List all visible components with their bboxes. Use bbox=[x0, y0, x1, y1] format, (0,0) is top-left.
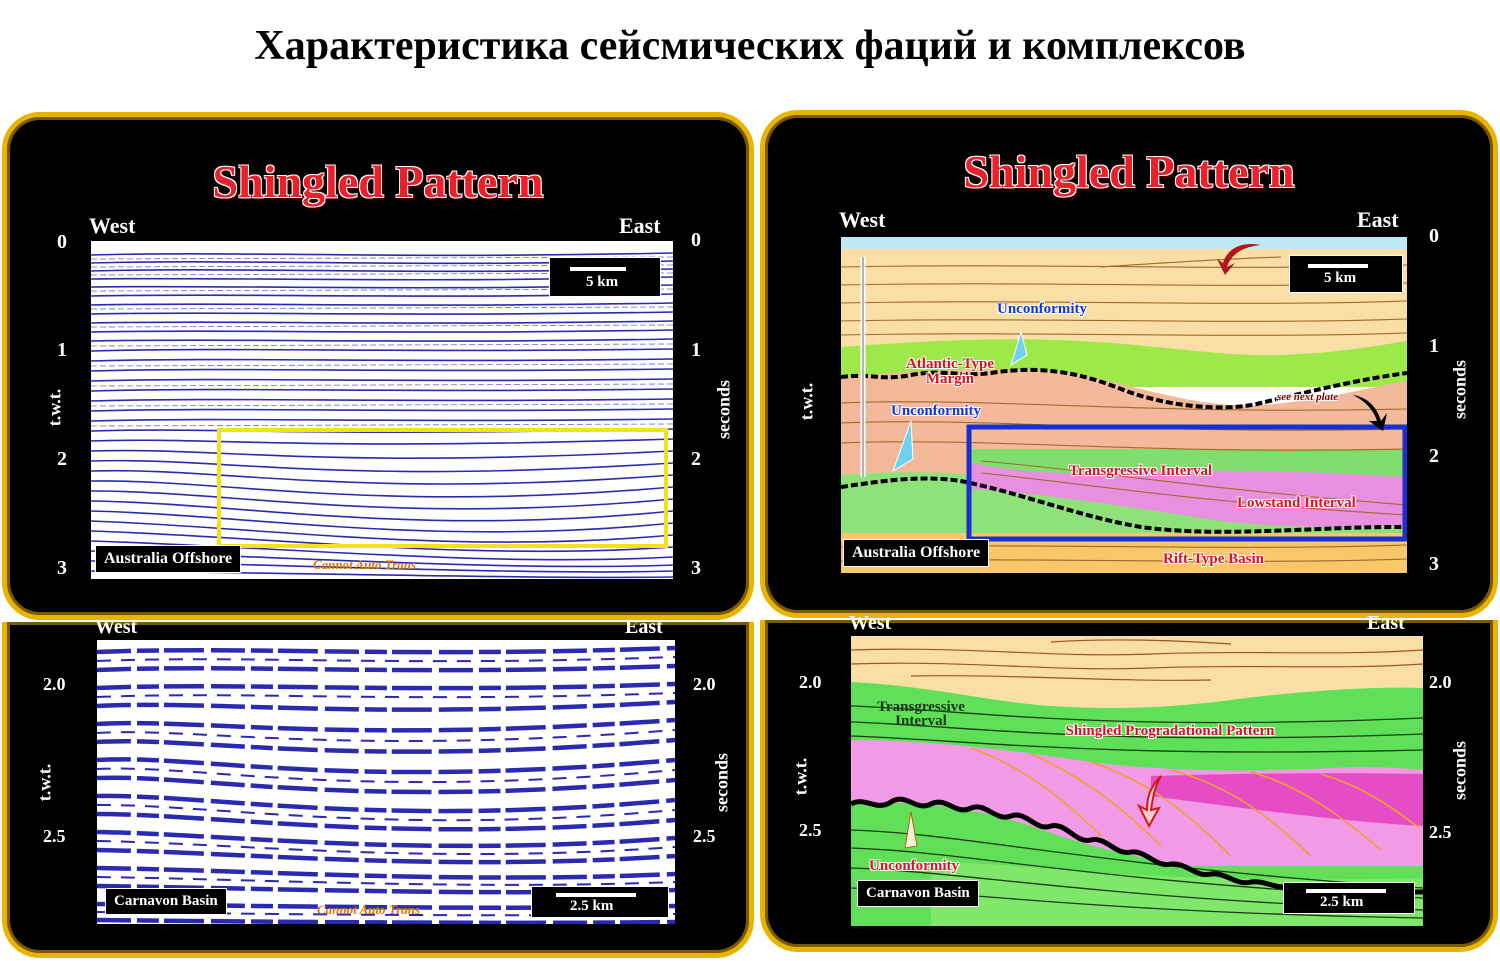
scale-box: 2.5 km bbox=[531, 886, 669, 918]
west-label: West bbox=[89, 213, 136, 238]
scale-label: 2.5 km bbox=[570, 898, 614, 914]
tick-right-2-0: 2.0 bbox=[693, 674, 716, 694]
scale-label: 5 km bbox=[586, 274, 619, 290]
left-axis-label: t.w.t. bbox=[44, 388, 65, 427]
east-label: East bbox=[1357, 207, 1399, 232]
left-axis-label: t.w.t. bbox=[34, 763, 55, 802]
right-axis-label: seconds bbox=[711, 753, 732, 813]
tick-left-1: 1 bbox=[57, 339, 67, 361]
tick-right-1: 1 bbox=[1429, 335, 1439, 357]
panel-seismic-australia: Shingled Pattern West East 0 1 2 3 0 1 2… bbox=[2, 112, 754, 620]
tick-right-3: 3 bbox=[691, 557, 701, 579]
interpretation-section-detail bbox=[851, 636, 1423, 926]
annotation-rift-basin: Rift-Type Basin bbox=[1163, 551, 1264, 567]
tick-right-1: 1 bbox=[691, 339, 701, 361]
annotation-transgressive-interval: Transgressive Interval bbox=[877, 699, 965, 729]
panel-seismic-carnavon: West East 2.0 2.5 2.0 2.5 t.w.t. seconds bbox=[2, 616, 754, 958]
annotation-unconformity-upper: Unconformity bbox=[997, 301, 1087, 317]
west-label: West bbox=[95, 616, 138, 638]
tick-right-3: 3 bbox=[1429, 553, 1439, 575]
left-axis-label: t.w.t. bbox=[790, 757, 811, 796]
seismic-traces-detail bbox=[97, 645, 675, 924]
annotation-unconformity: Unconformity bbox=[869, 858, 959, 874]
tick-left-2-5: 2.5 bbox=[43, 826, 66, 846]
seismic-section-detail bbox=[97, 640, 675, 924]
right-axis-label: seconds bbox=[713, 380, 734, 440]
scale-bar bbox=[1308, 264, 1368, 268]
tick-right-0: 0 bbox=[1429, 225, 1439, 247]
annotation-unconformity-lower: Unconformity bbox=[891, 403, 981, 419]
scale-label: 2.5 km bbox=[1320, 894, 1364, 910]
scale-box: 5 km bbox=[1289, 255, 1403, 293]
page-title: Характеристика сейсмических фаций и комп… bbox=[254, 23, 1246, 69]
annotation-atlantic-margin: Atlantic-Type Margin bbox=[905, 356, 995, 387]
location-label: Australia Offshore bbox=[843, 539, 990, 567]
right-axis-label: seconds bbox=[1449, 741, 1470, 801]
tick-left-2-5: 2.5 bbox=[799, 820, 822, 840]
tick-right-2: 2 bbox=[691, 448, 701, 470]
east-label: East bbox=[625, 616, 663, 638]
interpretation-drawing bbox=[841, 237, 1407, 573]
scale-bar bbox=[570, 267, 626, 271]
scale-bar bbox=[1306, 889, 1386, 893]
interpretation-drawing-detail bbox=[851, 636, 1423, 926]
annotation-lowstand-interval: Lowstand Interval bbox=[1237, 495, 1356, 511]
panel-interpretation-carnavon: West East 2.0 2.5 2.0 2.5 t.w.t. seconds bbox=[760, 612, 1498, 952]
tick-right-2: 2 bbox=[1429, 445, 1439, 467]
seismic-traces bbox=[91, 252, 673, 579]
tick-left-2-0: 2.0 bbox=[799, 672, 822, 692]
annotation-see-next-plate: see next plate bbox=[1277, 391, 1339, 403]
scale-bar bbox=[556, 893, 636, 897]
interpretation-section bbox=[841, 237, 1407, 573]
west-label: West bbox=[849, 612, 892, 634]
location-label: Carnavon Basin bbox=[105, 888, 227, 915]
tick-left-0: 0 bbox=[57, 231, 67, 253]
east-label: East bbox=[1367, 612, 1405, 634]
tick-left-2: 2 bbox=[57, 448, 67, 470]
scale-label: 5 km bbox=[1324, 270, 1357, 286]
seismic-section bbox=[91, 241, 673, 579]
west-label: West bbox=[839, 207, 886, 232]
scale-box: 2.5 km bbox=[1283, 882, 1415, 914]
tick-right-2-0: 2.0 bbox=[1429, 672, 1452, 692]
credit-text: Cannot Auto Trans bbox=[317, 902, 421, 917]
annotation-shingled-pattern: Shingled Progradational Pattern bbox=[1065, 723, 1275, 739]
panel-heading: Shingled Pattern bbox=[212, 156, 544, 207]
highlight-box bbox=[217, 428, 668, 548]
scale-box: 5 km bbox=[549, 257, 661, 297]
location-label: Carnavon Basin bbox=[857, 880, 979, 907]
interval-box bbox=[966, 424, 1407, 542]
panel-interpretation-australia: Shingled Pattern West East 0 1 2 3 t.w.t… bbox=[760, 110, 1498, 618]
tick-left-3: 3 bbox=[57, 557, 67, 579]
east-label: East bbox=[619, 213, 661, 238]
tick-right-0: 0 bbox=[691, 229, 701, 251]
credit-text: Cannot Auto Trans bbox=[313, 557, 417, 572]
annotation-transgressive-interval: Transgressive Interval bbox=[1069, 463, 1213, 479]
panel-heading: Shingled Pattern bbox=[963, 146, 1295, 197]
tick-left-2-0: 2.0 bbox=[43, 674, 66, 694]
tick-right-2-5: 2.5 bbox=[1429, 822, 1452, 842]
left-axis-label: t.w.t. bbox=[796, 382, 817, 421]
location-label: Australia Offshore bbox=[95, 545, 242, 573]
tick-right-2-5: 2.5 bbox=[693, 826, 716, 846]
right-axis-label: seconds bbox=[1449, 360, 1470, 420]
